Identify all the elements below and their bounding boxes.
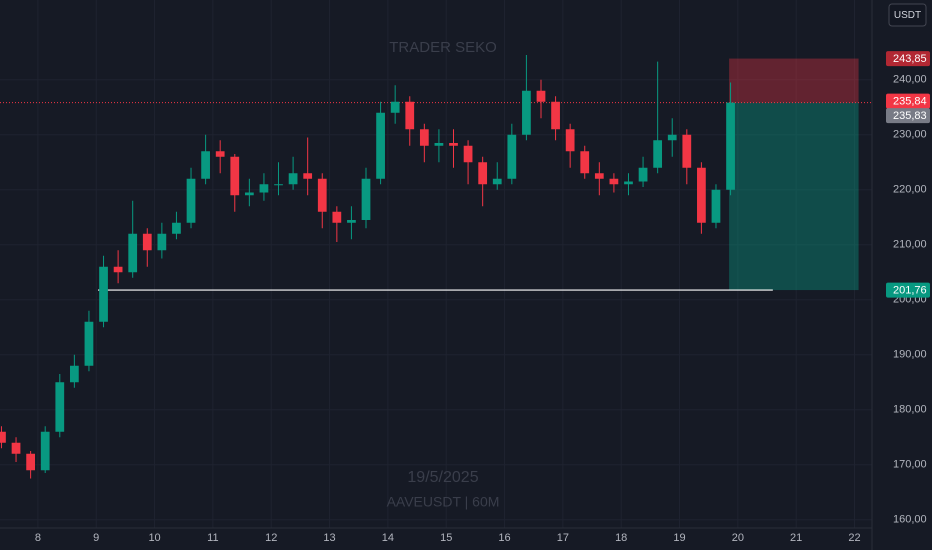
candle-body: [536, 90, 546, 102]
candle-body: [711, 189, 721, 223]
x-tick-label: 20: [732, 532, 744, 544]
candle-body: [361, 178, 371, 220]
y-tick-label: 180,00: [893, 404, 927, 416]
y-tick-label: 190,00: [893, 349, 927, 361]
candle-body: [11, 442, 21, 454]
x-tick-label: 19: [673, 532, 685, 544]
candle-body: [84, 321, 94, 366]
stop-zone: [729, 58, 859, 103]
candle-body: [26, 453, 35, 471]
stop-label: 243,85: [893, 53, 927, 65]
target-tag: [886, 282, 930, 298]
candle-body: [434, 143, 444, 146]
candle-body: [215, 151, 225, 157]
candle-body: [172, 222, 181, 234]
candle-body: [142, 233, 152, 251]
candle-body: [332, 211, 342, 223]
target-zone: [729, 102, 859, 291]
currency-button[interactable]: [888, 3, 927, 27]
candle-body: [99, 266, 108, 322]
watermark-date: 19/5/2025: [407, 469, 478, 486]
x-tick-label: 18: [615, 532, 627, 544]
candle-body: [244, 192, 254, 196]
candle-body: [419, 129, 429, 146]
x-tick-label: 16: [498, 532, 510, 544]
candle-body: [682, 134, 692, 168]
candle-body: [609, 178, 619, 185]
grid: [0, 0, 872, 528]
entry-tag: [886, 93, 930, 109]
x-tick-label: 12: [265, 532, 277, 544]
candle-body: [522, 90, 531, 135]
candle-body: [449, 143, 458, 146]
last-price-tag: [886, 108, 930, 124]
candle-body: [565, 129, 575, 152]
candle-body: [230, 156, 240, 196]
y-tick-label: 220,00: [893, 184, 927, 196]
candle-body: [0, 431, 6, 443]
entry-label: 235,84: [893, 96, 927, 108]
candle-body: [653, 140, 663, 168]
candle-body: [186, 178, 196, 223]
candle-body: [478, 162, 488, 185]
candle-body: [376, 112, 385, 179]
x-tick-label: 11: [207, 532, 218, 544]
y-tick-label: 240,00: [893, 74, 927, 86]
x-tick-label: 10: [148, 532, 160, 544]
candle-body: [726, 102, 735, 190]
watermark: TRADER SEKO: [389, 39, 497, 56]
candle-body: [274, 184, 283, 186]
candle-body: [594, 173, 604, 179]
candle-body: [157, 233, 167, 251]
candle-body: [551, 101, 560, 130]
candle-body: [624, 181, 633, 185]
y-tick-label: 160,00: [893, 514, 927, 526]
candle-body: [201, 151, 210, 179]
candle-body: [317, 178, 327, 212]
candle-body: [580, 151, 590, 174]
candle-body: [667, 134, 677, 141]
candle-body: [288, 173, 298, 185]
stop-tag: [886, 51, 930, 67]
target-label: 201,76: [893, 284, 927, 296]
x-tick-label: 8: [35, 532, 41, 544]
candle-body: [113, 266, 123, 273]
candle-body: [259, 184, 269, 193]
candle-body: [492, 178, 502, 185]
x-tick-label: 22: [848, 532, 860, 544]
x-tick-label: 15: [440, 532, 452, 544]
candle-body: [697, 167, 706, 223]
y-tick-label: 210,00: [893, 239, 927, 251]
candle-body: [303, 173, 313, 179]
candle-body: [405, 101, 415, 130]
x-tick-label: 17: [557, 532, 569, 544]
candle-body: [128, 233, 138, 273]
candle-body: [40, 431, 50, 471]
candle-body: [347, 220, 356, 223]
last-price-label: 235,83: [893, 110, 927, 122]
candle-body: [463, 145, 473, 163]
candle-body: [390, 101, 400, 113]
candle-body: [638, 167, 648, 182]
candle-body: [69, 365, 79, 383]
x-tick-label: 14: [382, 532, 394, 544]
y-tick-label: 230,00: [893, 129, 927, 141]
x-tick-label: 13: [323, 532, 335, 544]
candle-body: [507, 134, 517, 179]
watermark-symbol: AAVEUSDT | 60M: [387, 494, 500, 510]
currency-label: USDT: [894, 10, 921, 21]
x-tick-label: 21: [790, 532, 802, 544]
x-tick-label: 9: [93, 532, 99, 544]
candle-body: [55, 382, 65, 432]
y-tick-label: 170,00: [893, 459, 927, 471]
